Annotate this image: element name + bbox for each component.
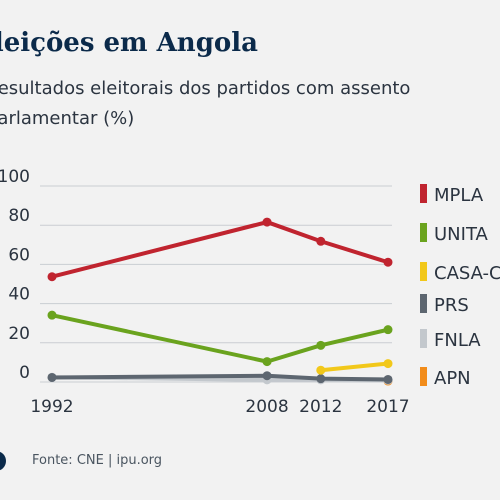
x-tick-label-2012: 2012 — [299, 397, 342, 417]
y-tick-label-40: 40 — [8, 285, 30, 305]
series-line-mpla — [50, 220, 390, 279]
series-line-prs — [50, 373, 390, 382]
legend-label-fnla: FNLA — [434, 330, 481, 351]
x-tick-label-2008: 2008 — [245, 397, 288, 417]
legend-swatch-casa-ce — [420, 262, 427, 281]
data-point-unita-2017 — [383, 325, 393, 335]
subtitle-line-1: Resultados eleitorais dos partidos com a… — [0, 78, 411, 99]
source-note: Fonte: CNE | ipu.org — [32, 453, 163, 468]
legend-swatch-mpla — [420, 184, 427, 203]
y-tick-label-20: 20 — [8, 324, 30, 344]
legend-swatch-unita — [420, 223, 427, 242]
data-point-mpla-1992 — [47, 272, 57, 282]
data-point-prs-2017 — [383, 374, 393, 384]
chart-subtitle: Resultados eleitorais dos partidos com a… — [0, 74, 500, 134]
y-tick-label-100: 100 — [0, 167, 30, 187]
x-tick-label-2017: 2017 — [366, 397, 409, 417]
data-point-mpla-2008 — [262, 217, 272, 227]
legend-swatch-apn — [420, 367, 427, 386]
series-line-casa-ce — [318, 361, 390, 373]
data-point-prs-2012 — [316, 374, 326, 384]
legend-label-apn: APN — [434, 368, 471, 389]
data-point-unita-2008 — [262, 357, 272, 367]
data-point-unita-1992 — [47, 310, 57, 320]
x-tick-label-1992: 1992 — [30, 397, 73, 417]
data-point-casa-ce-2012 — [316, 365, 326, 375]
data-point-mpla-2012 — [316, 236, 326, 246]
data-point-prs-2008 — [262, 371, 272, 381]
legend-swatch-fnla — [420, 329, 427, 348]
logo-icon — [0, 451, 6, 471]
series-line-unita — [50, 313, 390, 364]
data-point-casa-ce-2017 — [383, 359, 393, 369]
data-point-unita-2012 — [316, 340, 326, 350]
data-point-prs-1992 — [47, 372, 57, 382]
legend-label-unita: UNITA — [434, 224, 489, 245]
data-point-mpla-2017 — [383, 257, 393, 267]
legend-swatch-prs — [420, 294, 427, 313]
legend-label-casa-ce: CASA-CE — [434, 263, 500, 284]
y-tick-label-0: 0 — [19, 363, 30, 383]
y-tick-label-60: 60 — [8, 245, 30, 265]
y-tick-label-80: 80 — [8, 206, 30, 226]
chart-title: Eleições em Angola — [0, 28, 258, 58]
legend-label-prs: PRS — [434, 295, 469, 316]
subtitle-line-2: parlamentar (%) — [0, 108, 135, 129]
legend-label-mpla: MPLA — [434, 185, 484, 206]
